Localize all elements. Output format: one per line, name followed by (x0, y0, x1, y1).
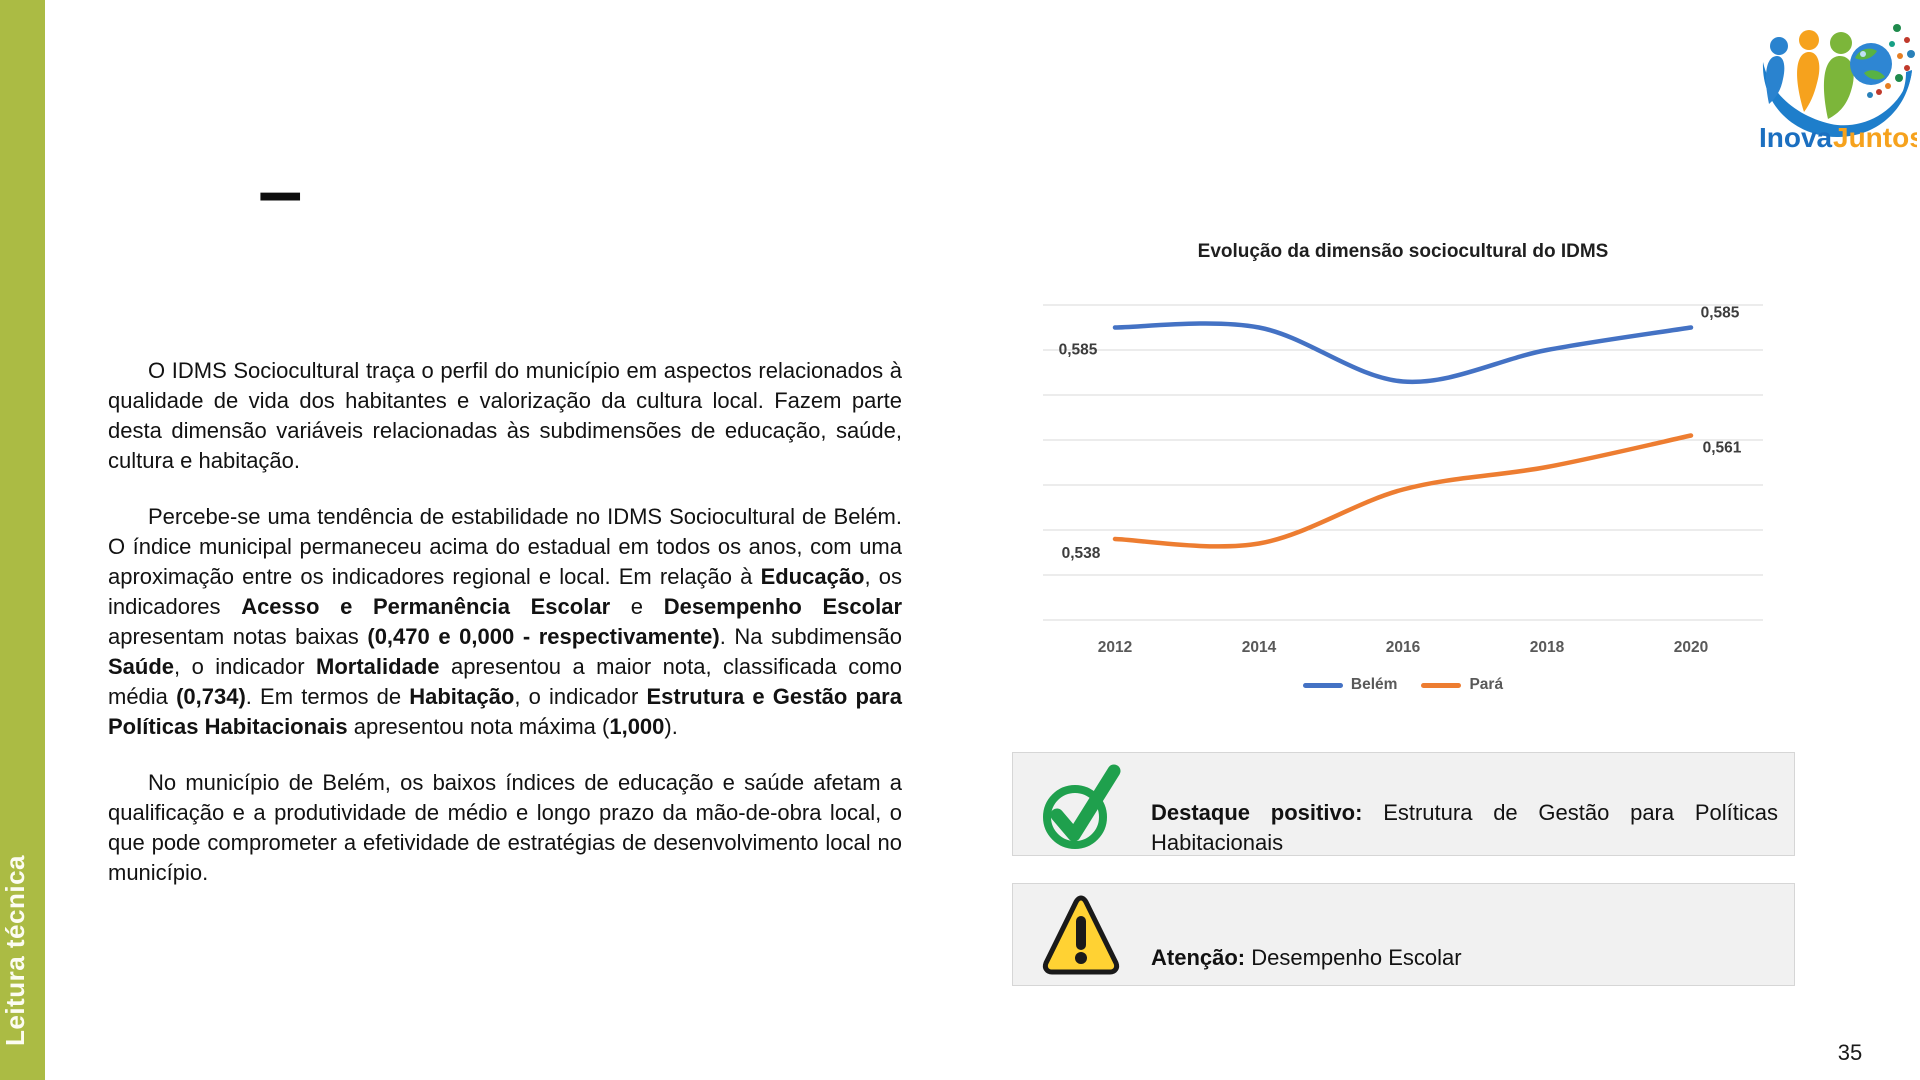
figure-blue-body (1765, 56, 1785, 104)
chart-svg: 2012 2014 2016 2018 2020 0,585 0,585 0,538 0,561 (1043, 304, 1763, 656)
positive-highlight-text: Destaque positivo: Estrutura de Gestão p… (1151, 800, 1779, 855)
legend-swatch (1302, 682, 1343, 688)
figure-blue-head (1770, 37, 1788, 55)
paragraph-intro: O IDMS Sociocultural traça o perfil do m… (108, 358, 902, 473)
figure-green-body (1823, 56, 1854, 119)
figure-orange-body (1797, 52, 1820, 112)
figure-orange-head (1799, 30, 1819, 50)
svg-text:0,585: 0,585 (1059, 342, 1098, 359)
inovajuntos-logo: Inova Juntos (1753, 6, 1917, 156)
figure-green-head (1830, 32, 1852, 54)
legend-item-belém: Belém (1302, 676, 1397, 694)
attention-title: Atenção: (1151, 945, 1246, 970)
positive-highlight-box: Destaque positivo: Estrutura de Gestão p… (1012, 752, 1795, 856)
logo-text-juntos: Juntos (1833, 122, 1917, 153)
positive-highlight-title: Destaque positivo: (1151, 800, 1363, 825)
legend-item-pará: Pará (1421, 676, 1503, 694)
paragraph-conclusion: No município de Belém, os baixos índices… (108, 770, 902, 885)
chart-legend: Belém Pará (1020, 674, 1786, 696)
body-text-column: O IDMS Sociocultural traça o perfil do m… (108, 356, 902, 914)
paragraph-analysis: Percebe-se uma tendência de estabilidade… (108, 504, 903, 739)
svg-text:2018: 2018 (1530, 639, 1565, 656)
svg-text:0,561: 0,561 (1703, 440, 1742, 457)
svg-text:2014: 2014 (1242, 639, 1277, 656)
logo-graphic: Inova Juntos (1759, 24, 1917, 153)
page-number: 35 (1837, 1040, 1863, 1065)
chart-title: Evolução da dimensão sociocultural do ID… (1197, 241, 1609, 262)
svg-text:2012: 2012 (1098, 639, 1132, 656)
svg-text:0,538: 0,538 (1062, 545, 1101, 562)
attention-box: Atenção: Desempenho Escolar (1012, 883, 1795, 986)
legend-swatch (1421, 682, 1462, 688)
logo-text-inova: Inova (1759, 122, 1833, 153)
sidebar-label: Leitura técnica (0, 854, 30, 1046)
heading-dash: – (258, 146, 303, 235)
svg-text:0,585: 0,585 (1701, 305, 1740, 322)
idms-evolution-chart: Evolução da dimensão sociocultural do ID… (1020, 237, 1810, 707)
check-circle-icon (1043, 764, 1121, 849)
sidebar-band: Leitura técnica (0, 0, 45, 1080)
warning-icon (1042, 895, 1120, 975)
svg-text:2016: 2016 (1386, 639, 1421, 656)
svg-text:2020: 2020 (1674, 639, 1708, 656)
attention-text: Atenção: Desempenho Escolar (1151, 945, 1462, 970)
logo-swoosh (1762, 62, 1912, 138)
